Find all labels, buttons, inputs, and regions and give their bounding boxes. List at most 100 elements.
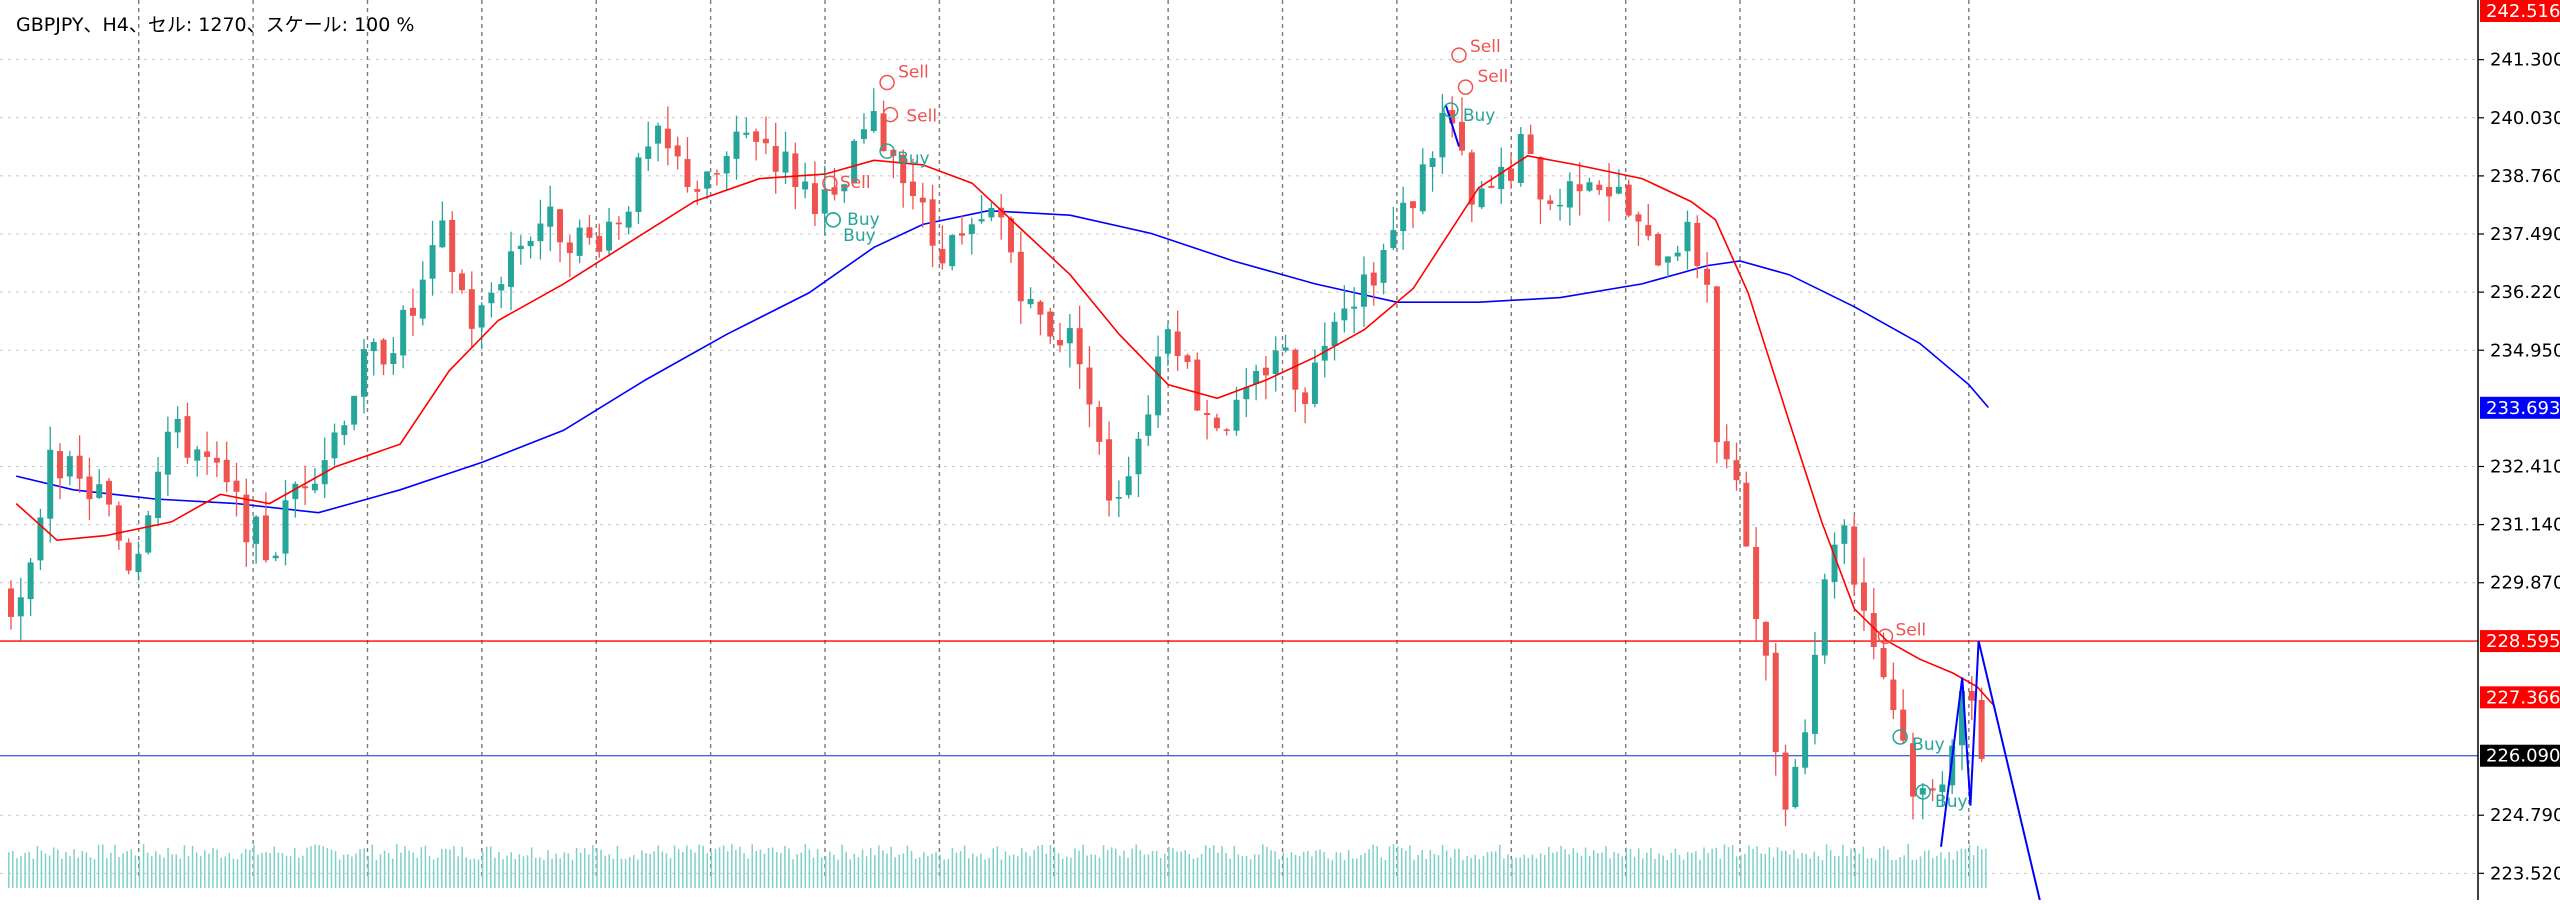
- volume-bar: [796, 854, 798, 888]
- candle-bear: [919, 197, 926, 203]
- volume-bar: [1294, 855, 1297, 888]
- volume-bar: [910, 850, 913, 888]
- volume-bar: [874, 855, 876, 888]
- candle-bear: [1890, 679, 1897, 711]
- candle-bull: [978, 219, 985, 222]
- volume-bar: [620, 858, 623, 888]
- candle-bull: [1243, 387, 1250, 400]
- volume-bar: [804, 844, 807, 888]
- candle-bull: [390, 353, 397, 364]
- volume-bar: [183, 845, 186, 888]
- ma-fast-line: [15, 154, 1994, 706]
- volume-bar: [465, 857, 468, 888]
- volume-bar: [400, 852, 402, 888]
- volume-bar: [1000, 859, 1003, 888]
- candle-bull: [1419, 164, 1426, 212]
- volume-bar: [514, 858, 517, 888]
- volume-bar: [1556, 851, 1558, 888]
- volume-bar: [396, 844, 398, 888]
- volume-bar: [265, 852, 267, 888]
- fast-moving-average: [15, 154, 1994, 706]
- volume-bar: [1494, 851, 1497, 888]
- volume-bar: [543, 859, 545, 888]
- volume-bar: [1539, 853, 1542, 888]
- volume-bar: [273, 846, 276, 888]
- volume-bar: [743, 852, 745, 888]
- candle-bull: [1155, 356, 1162, 416]
- volume-bar: [1576, 852, 1579, 888]
- volume-bar: [1772, 857, 1775, 888]
- candle-bull: [704, 171, 711, 189]
- candle-bull: [1664, 256, 1671, 263]
- volume-bar: [853, 853, 856, 888]
- volume-bar: [1347, 850, 1350, 888]
- volume-bar: [1682, 859, 1685, 888]
- candle-bull: [1919, 788, 1926, 795]
- volume-bar: [293, 848, 296, 888]
- candle-bull: [174, 418, 181, 433]
- candle-bear: [1086, 367, 1093, 405]
- volume-bar: [1098, 857, 1101, 888]
- price-label-text: 242.516: [2486, 1, 2560, 22]
- volume-bar: [277, 852, 280, 888]
- volume-bar: [1793, 849, 1795, 888]
- volume-bar: [1654, 858, 1656, 888]
- volume-bar: [1078, 850, 1080, 888]
- volume-bar: [792, 859, 794, 888]
- volume-bar: [69, 856, 71, 888]
- volume-bar: [1801, 852, 1803, 888]
- volume-bar: [1302, 851, 1305, 888]
- volume-bar: [1200, 853, 1203, 888]
- volume-bar: [12, 851, 14, 888]
- volume-bar: [829, 851, 831, 888]
- volume-bar: [122, 853, 124, 888]
- volume-bar: [1650, 847, 1652, 888]
- volume-bar: [1809, 858, 1811, 888]
- volume-bar: [1025, 852, 1027, 888]
- volume-bar: [571, 859, 574, 888]
- volume-bar: [935, 851, 937, 888]
- volume-bar: [359, 849, 361, 888]
- volume-bar: [1507, 854, 1509, 888]
- volume-bar: [959, 851, 962, 888]
- candle-bull: [429, 245, 436, 279]
- candle-bear: [1096, 406, 1103, 442]
- volume-bar: [134, 855, 137, 888]
- volume-bar: [1956, 850, 1959, 888]
- volume-bar: [1964, 848, 1967, 888]
- volume-bar: [1821, 859, 1824, 888]
- volume-bar: [1719, 858, 1722, 888]
- volume-bar: [199, 856, 202, 888]
- candle-bull: [723, 156, 730, 174]
- volume-bar: [371, 844, 374, 888]
- volume-bar: [1131, 848, 1133, 888]
- candle-bull: [733, 131, 740, 159]
- volume-bar: [1196, 857, 1199, 888]
- buy-signal-marker: [825, 212, 841, 228]
- volume-bar: [101, 844, 104, 888]
- volume-bar: [32, 858, 35, 888]
- volume-bar: [85, 852, 88, 888]
- candle-bull: [1674, 252, 1681, 257]
- candle-bull: [547, 206, 554, 227]
- volume-bar: [1217, 852, 1219, 888]
- volume-bar: [1180, 851, 1182, 888]
- volume-bar: [1919, 856, 1922, 888]
- volume-bar: [106, 858, 108, 888]
- volume-bar: [1535, 858, 1538, 888]
- volume-bar: [645, 852, 647, 888]
- candle-bear: [684, 159, 691, 187]
- volume-bar: [36, 845, 39, 888]
- candle-bull: [1125, 476, 1132, 496]
- volume-bar: [1429, 849, 1432, 888]
- candle-bear: [958, 233, 965, 236]
- candle-bull: [1400, 202, 1407, 232]
- candle-bear: [243, 494, 250, 543]
- volume-bar: [788, 848, 790, 888]
- volume-bar: [159, 854, 161, 888]
- candle-bull: [655, 125, 662, 144]
- price-label-box: [2480, 630, 2560, 653]
- volume-bar: [706, 853, 709, 888]
